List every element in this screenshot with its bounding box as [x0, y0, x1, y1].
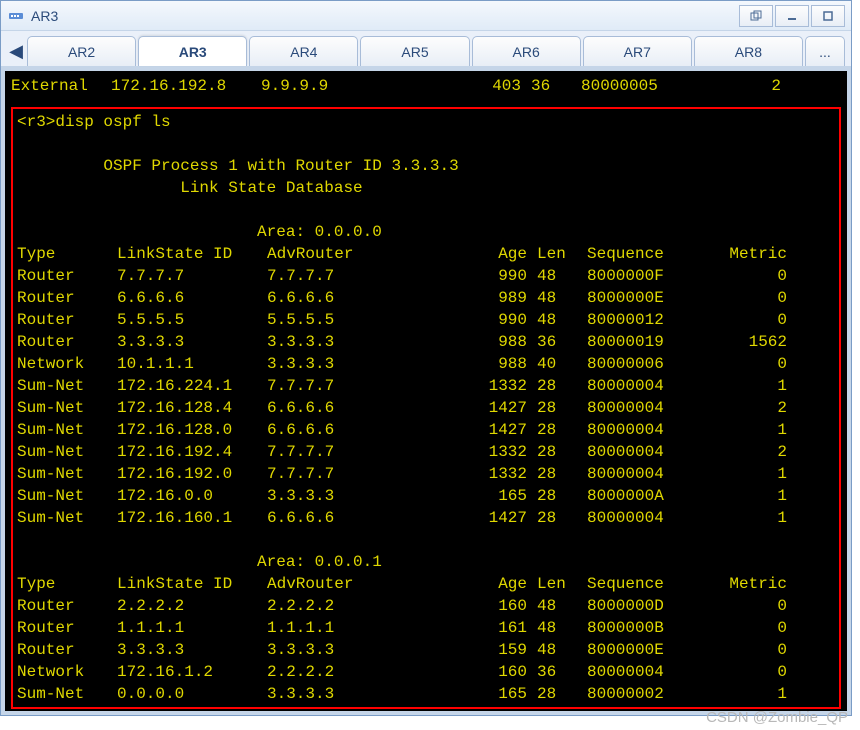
tab-more[interactable]: ...: [805, 36, 845, 66]
window-controls: [739, 5, 845, 27]
tab-ar7[interactable]: AR7: [583, 36, 692, 66]
table-row: Sum-Net172.16.192.07.7.7.713322880000004…: [17, 463, 835, 485]
area-label: Area: 0.0.0.1: [17, 551, 835, 573]
command-line: <r3>disp ospf ls: [17, 111, 835, 133]
table-header: TypeLinkState IDAdvRouterAgeLenSequenceM…: [17, 243, 835, 265]
table-row: Sum-Net172.16.160.16.6.6.614272880000004…: [17, 507, 835, 529]
table-row: Network172.16.1.22.2.2.216036800000040: [17, 661, 835, 683]
table-row: Router6.6.6.66.6.6.6989488000000E0: [17, 287, 835, 309]
app-window: AR3 ◀ AR2AR3AR4AR5AR6AR7AR8... External1…: [0, 0, 852, 716]
table-row: Sum-Net0.0.0.03.3.3.316528800000021: [17, 683, 835, 705]
tab-ar5[interactable]: AR5: [360, 36, 469, 66]
tabs-container: AR2AR3AR4AR5AR6AR7AR8...: [27, 36, 847, 66]
table-row: Router3.3.3.33.3.3.398836800000191562: [17, 331, 835, 353]
tab-ar3[interactable]: AR3: [138, 36, 247, 66]
terminal-prev-output: External172.16.192.89.9.9.94033680000005…: [11, 75, 841, 97]
table-row: Sum-Net172.16.0.03.3.3.3165288000000A1: [17, 485, 835, 507]
tab-ar2[interactable]: AR2: [27, 36, 136, 66]
table-row: Sum-Net172.16.128.06.6.6.614272880000004…: [17, 419, 835, 441]
table-row: Router1.1.1.11.1.1.1161488000000B0: [17, 617, 835, 639]
table-row: Router2.2.2.22.2.2.2160488000000D0: [17, 595, 835, 617]
tab-bar: ◀ AR2AR3AR4AR5AR6AR7AR8...: [1, 31, 851, 67]
table-row: Router7.7.7.77.7.7.7990488000000F0: [17, 265, 835, 287]
terminal-current-output: <r3>disp ospf ls OSPF Process 1 with Rou…: [11, 107, 841, 709]
table-row: External172.16.192.89.9.9.94033680000005…: [11, 75, 841, 97]
area-label: Area: 0.0.0.0: [17, 221, 835, 243]
terminal[interactable]: External172.16.192.89.9.9.94033680000005…: [5, 71, 847, 711]
ospf-process-line: OSPF Process 1 with Router ID 3.3.3.3: [17, 155, 835, 177]
table-row: Sum-Net172.16.224.17.7.7.713322880000004…: [17, 375, 835, 397]
window-title: AR3: [31, 8, 58, 24]
tab-ar4[interactable]: AR4: [249, 36, 358, 66]
tab-ar8[interactable]: AR8: [694, 36, 803, 66]
tab-ar6[interactable]: AR6: [472, 36, 581, 66]
maximize-button[interactable]: [811, 5, 845, 27]
watermark: CSDN @Zombie_QP: [706, 709, 848, 726]
table-row: Sum-Net172.16.128.46.6.6.614272880000004…: [17, 397, 835, 419]
table-row: Sum-Net172.16.192.47.7.7.713322880000004…: [17, 441, 835, 463]
table-header: TypeLinkState IDAdvRouterAgeLenSequenceM…: [17, 573, 835, 595]
table-row: Network10.1.1.13.3.3.398840800000060: [17, 353, 835, 375]
tab-prev-button[interactable]: ◀: [5, 36, 27, 66]
terminal-container: External172.16.192.89.9.9.94033680000005…: [1, 67, 851, 715]
table-row: Router3.3.3.33.3.3.3159488000000E0: [17, 639, 835, 661]
minimize-button[interactable]: [775, 5, 809, 27]
table-row: Router5.5.5.55.5.5.599048800000120: [17, 309, 835, 331]
app-icon: [7, 7, 25, 25]
title-bar: AR3: [1, 1, 851, 31]
popout-button[interactable]: [739, 5, 773, 27]
ospf-subtitle: Link State Database: [17, 177, 835, 199]
